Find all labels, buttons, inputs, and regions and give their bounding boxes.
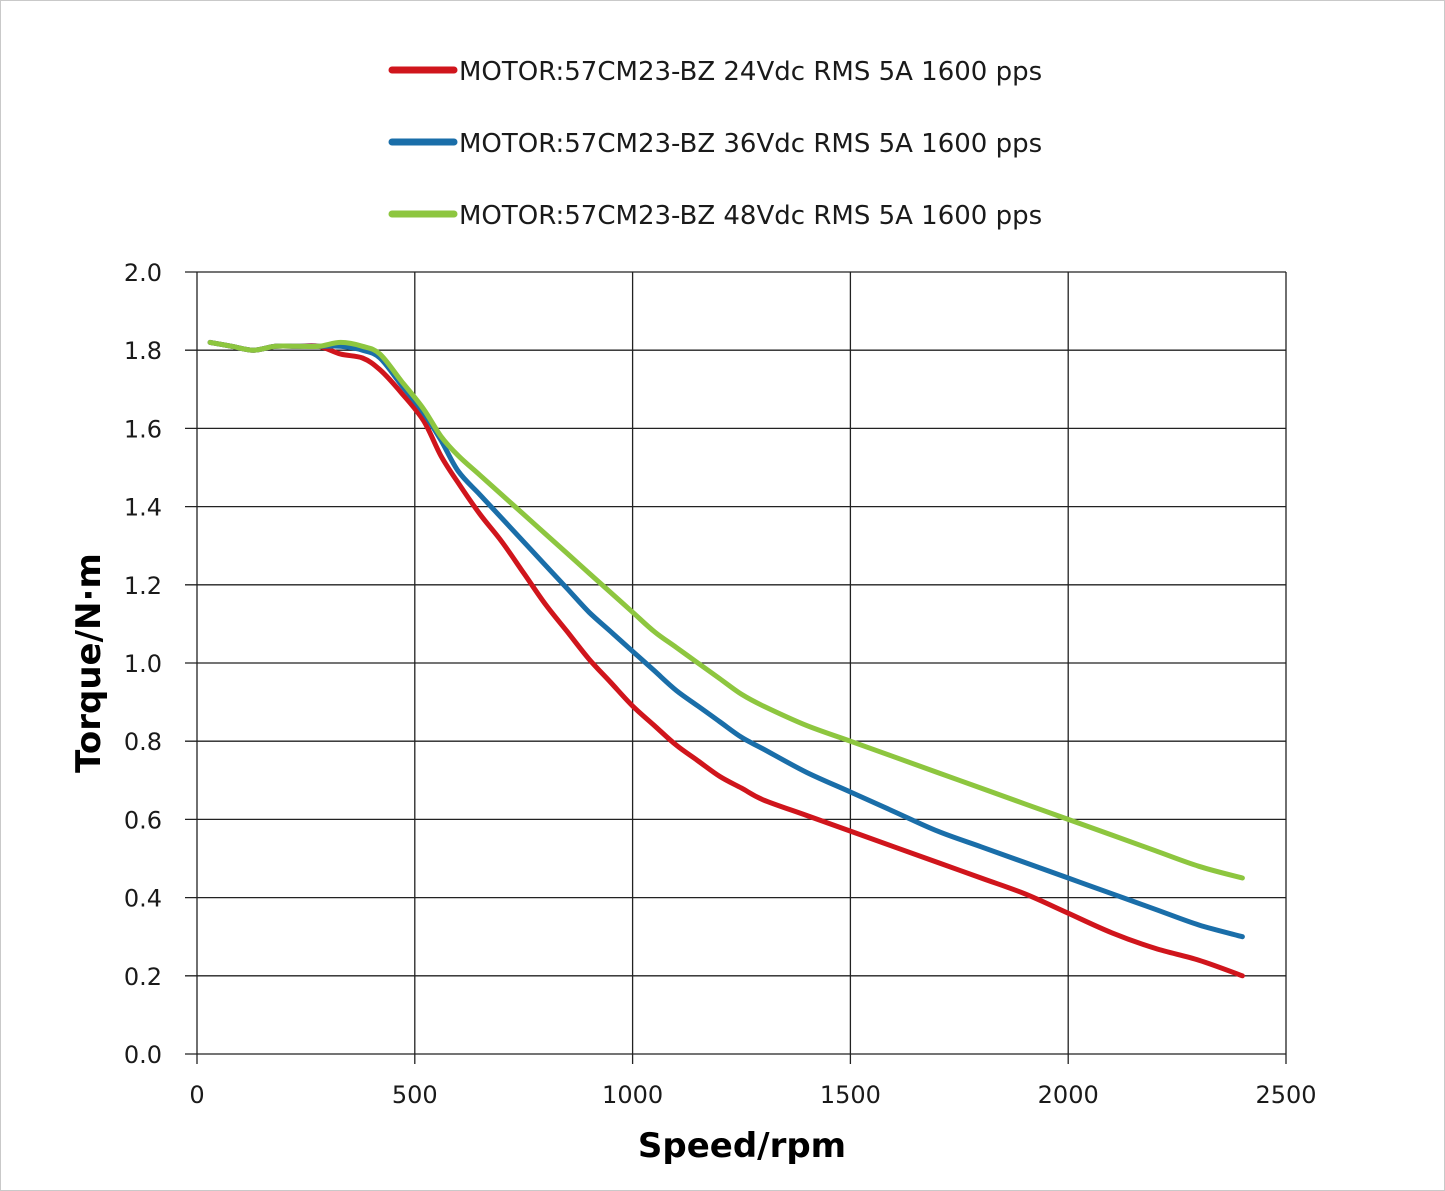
legend-item-24vdc: MOTOR:57CM23-BZ 24Vdc RMS 5A 1600 pps	[388, 57, 1042, 87]
series-line-48vdc	[207, 339, 1245, 881]
x-tick-label: 0	[189, 1081, 204, 1109]
series-line-36vdc	[207, 339, 1245, 940]
legend-label: MOTOR:57CM23-BZ 48Vdc RMS 5A 1600 pps	[459, 201, 1042, 231]
legend: MOTOR:57CM23-BZ 24Vdc RMS 5A 1600 pps MOT…	[388, 57, 1042, 231]
legend-label: MOTOR:57CM23-BZ 24Vdc RMS 5A 1600 pps	[459, 57, 1042, 87]
y-tick-label: 0.0	[124, 1041, 162, 1069]
y-tick-label: 1.2	[124, 572, 162, 600]
legend-label: MOTOR:57CM23-BZ 36Vdc RMS 5A 1600 pps	[459, 129, 1042, 159]
legend-item-36vdc: MOTOR:57CM23-BZ 36Vdc RMS 5A 1600 pps	[388, 129, 1042, 159]
y-tick-label: 0.8	[124, 728, 162, 756]
x-tick-label: 2500	[1255, 1081, 1316, 1109]
y-tick-label: 1.0	[124, 650, 162, 678]
y-tick-label: 1.8	[124, 337, 162, 365]
y-tick-label: 1.4	[124, 494, 162, 522]
series-line-24vdc	[207, 339, 1245, 979]
y-tick-label: 0.6	[124, 806, 162, 834]
x-tick-label: 1000	[602, 1081, 663, 1109]
x-tick-label: 500	[392, 1081, 438, 1109]
legend-item-48vdc: MOTOR:57CM23-BZ 48Vdc RMS 5A 1600 pps	[388, 201, 1042, 231]
grid-lines	[185, 271, 1287, 1064]
y-tick-label: 0.2	[124, 963, 162, 991]
series-lines	[207, 339, 1245, 979]
y-tick-label: 2.0	[124, 259, 162, 287]
x-tick-label: 2000	[1038, 1081, 1099, 1109]
y-tick-label: 0.4	[124, 885, 162, 913]
y-tick-labels: 0.0 0.2 0.4 0.6 0.8 1.0 1.2 1.4 1.6 1.8 2.0	[124, 259, 162, 1069]
x-tick-label: 1500	[820, 1081, 881, 1109]
y-axis-title: Torque/N·m	[69, 553, 109, 773]
x-axis-title: Speed/rpm	[638, 1126, 846, 1166]
y-tick-label: 1.6	[124, 415, 162, 443]
x-tick-labels: 0 500 1000 1500 2000 2500	[189, 1081, 1316, 1109]
